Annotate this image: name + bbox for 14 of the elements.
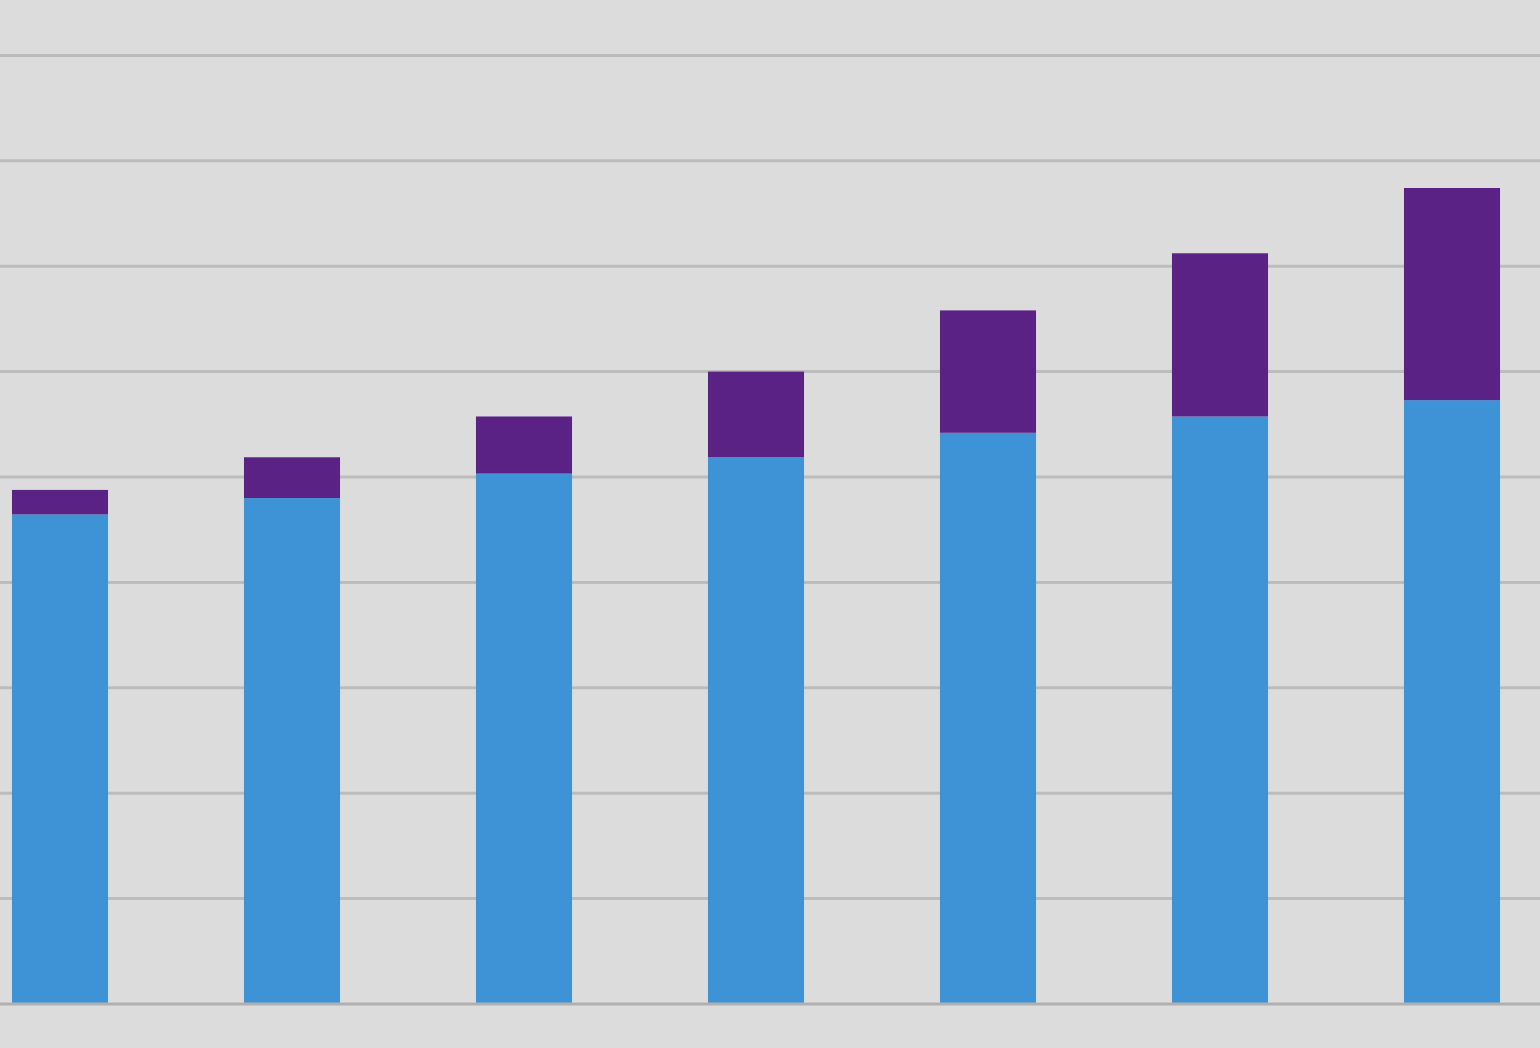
bar (1171, 416, 1269, 1004)
bar (939, 310, 1037, 433)
bar (1403, 400, 1501, 1004)
bar (243, 498, 341, 1004)
bar (11, 514, 109, 1004)
bar (1171, 253, 1269, 417)
bar (243, 457, 341, 499)
bar (475, 473, 573, 1004)
bar (11, 489, 109, 515)
bar (707, 371, 805, 458)
bar (475, 416, 573, 474)
bar (707, 457, 805, 1004)
bar (1403, 188, 1501, 401)
bar (939, 432, 1037, 1004)
